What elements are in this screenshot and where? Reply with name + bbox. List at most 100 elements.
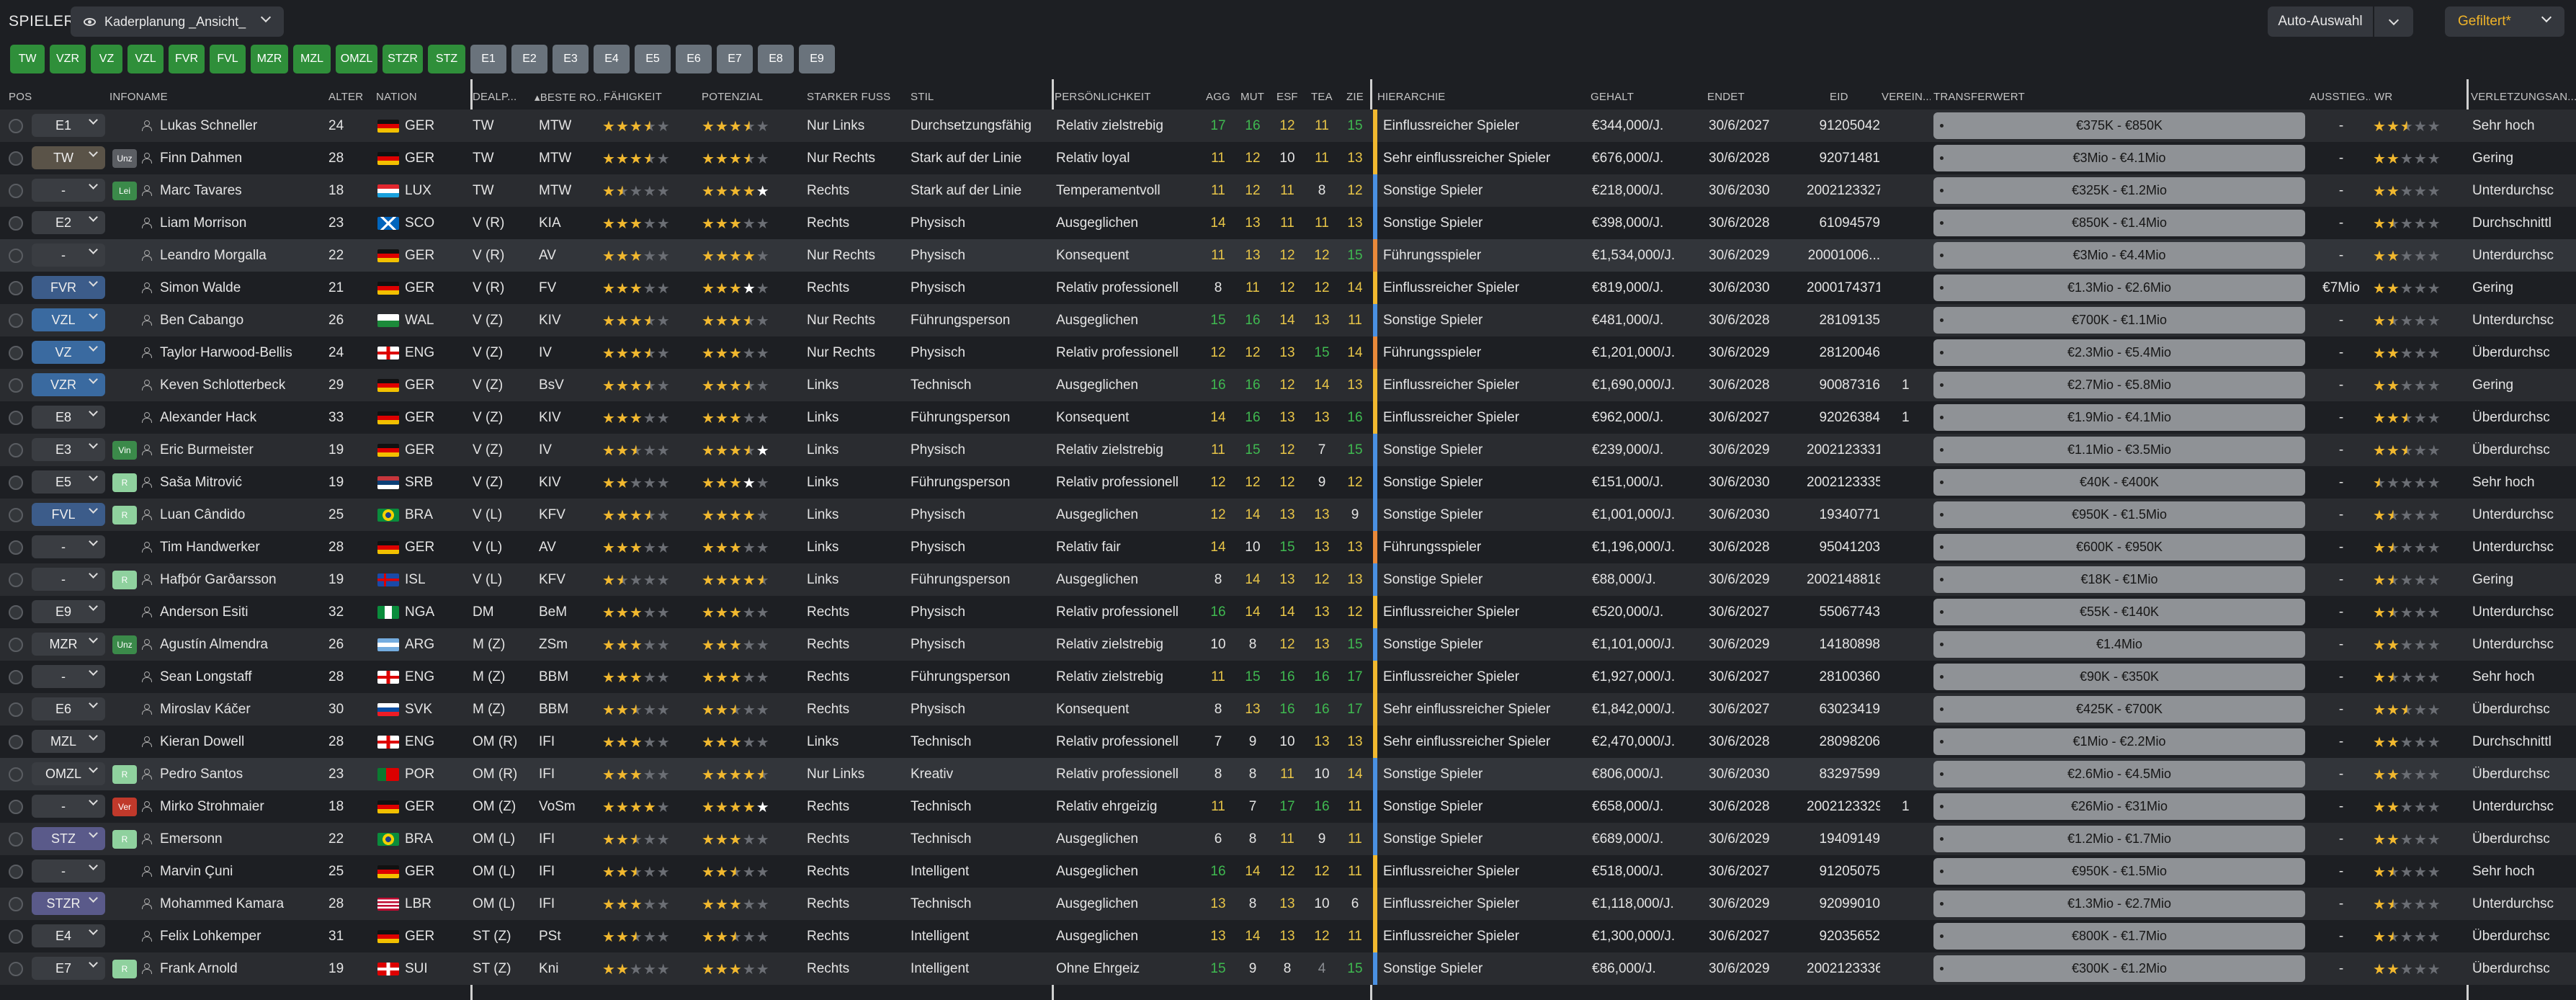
player-name[interactable]: Hafþór Garðarsson (160, 572, 277, 587)
table-row[interactable]: MZL Kieran Dowell 28 ENG OM (R) IFI ★★★★★ ★★★★★… (0, 726, 2576, 758)
row-select-radio[interactable] (9, 216, 23, 231)
row-select-radio[interactable] (9, 735, 23, 749)
table-row[interactable]: FVR Simon Walde 21 GER V (R) FV ★★★★★ ★★★★★ Rech… (0, 272, 2576, 304)
player-nation[interactable]: BRA (405, 507, 434, 522)
table-row[interactable]: FVL R Luan Cândido 25 BRA V (L) KFV ★★★★★ ★★★★★ L… (0, 499, 2576, 531)
player-nation[interactable]: ISL (405, 572, 426, 587)
player-name[interactable]: Simon Walde (160, 280, 241, 295)
position-select[interactable]: TW (32, 146, 105, 169)
position-select[interactable]: STZ (32, 827, 105, 850)
player-name[interactable]: Kieran Dowell (160, 734, 245, 749)
position-select[interactable]: E1 (32, 114, 105, 137)
table-row[interactable]: - Sean Longstaff 28 ENG M (Z) BBM ★★★★★ ★★★★★ Re… (0, 661, 2576, 693)
table-row[interactable]: - Ver Mirko Strohmaier 18 GER OM (Z) VoSm ★★★★★… (0, 790, 2576, 823)
row-select-radio[interactable] (9, 346, 23, 360)
table-row[interactable]: TW Unz Finn Dahmen 28 GER TW MTW ★★★★★ ★★★★★ Nur … (0, 142, 2576, 174)
position-select[interactable]: - (32, 568, 105, 591)
chip-stzr[interactable]: STZR (383, 45, 423, 73)
col-infoname[interactable]: INFONAME (109, 91, 168, 103)
player-nation[interactable]: LUX (405, 183, 431, 198)
player-name[interactable]: Felix Lohkemper (160, 929, 261, 944)
col-nation[interactable]: NATION (376, 91, 417, 103)
position-select[interactable]: FVL (32, 503, 105, 526)
position-select[interactable]: E4 (32, 924, 105, 947)
player-nation[interactable]: SUI (405, 961, 428, 976)
col-ausstieg[interactable]: AUSSTIEG... (2309, 91, 2370, 103)
col-hierarchie[interactable]: HIERARCHIE (1377, 91, 1446, 103)
row-select-radio[interactable] (9, 443, 23, 457)
table-row[interactable]: STZ R Emersonn 22 BRA OM (L) IFI ★★★★★ ★★★★★ Rech… (0, 823, 2576, 855)
player-nation[interactable]: ENG (405, 345, 435, 360)
position-select[interactable]: - (32, 179, 105, 202)
chip-tw[interactable]: TW (10, 45, 45, 73)
player-nation[interactable]: LBR (405, 896, 431, 911)
player-nation[interactable]: GER (405, 378, 435, 393)
position-select[interactable]: MZR (32, 633, 105, 656)
table-row[interactable]: E3 Vin Eric Burmeister 19 GER V (Z) IV ★★★★★ ★★★… (0, 434, 2576, 466)
table-row[interactable]: E1 Lukas Schneller 24 GER TW MTW ★★★★★ ★★★★★ Nur… (0, 110, 2576, 142)
row-select-radio[interactable] (9, 573, 23, 587)
position-select[interactable]: E7 (32, 957, 105, 980)
table-row[interactable]: VZ Taylor Harwood-Bellis 24 ENG V (Z) IV ★★★★★… (0, 336, 2576, 369)
col-potenzial[interactable]: POTENZIAL (702, 91, 764, 103)
row-select-radio[interactable] (9, 800, 23, 814)
player-nation[interactable]: NGA (405, 604, 435, 620)
chip-fvl[interactable]: FVL (210, 45, 246, 73)
table-row[interactable]: VZL Ben Cabango 26 WAL V (Z) KIV ★★★★★ ★★★★★ Nur… (0, 304, 2576, 336)
col-gehalt[interactable]: GEHALT (1591, 91, 1634, 103)
row-select-radio[interactable] (9, 832, 23, 847)
position-select[interactable]: - (32, 860, 105, 883)
player-nation[interactable]: GER (405, 118, 435, 133)
player-name[interactable]: Luan Cândido (160, 507, 246, 522)
player-nation[interactable]: SVK (405, 702, 433, 717)
auto-select-button[interactable]: Auto-Auswahl (2268, 6, 2373, 37)
col-verletzung[interactable]: VERLETZUNGSAN... (2471, 91, 2576, 103)
player-name[interactable]: Emersonn (160, 831, 223, 847)
table-row[interactable]: E9 Anderson Esiti 32 NGA DM BeM ★★★★★ ★★★★★ Rech… (0, 596, 2576, 628)
position-select[interactable]: - (32, 665, 105, 688)
row-select-radio[interactable] (9, 865, 23, 879)
col-endet[interactable]: ENDET (1707, 91, 1745, 103)
col-starker-fuss[interactable]: STARKER FUSS (807, 91, 891, 103)
auto-select-dropdown[interactable] (2374, 6, 2413, 37)
player-name[interactable]: Lukas Schneller (160, 118, 258, 133)
player-name[interactable]: Liam Morrison (160, 215, 247, 231)
row-select-radio[interactable] (9, 378, 23, 393)
player-name[interactable]: Pedro Santos (160, 767, 243, 782)
chip-mzl[interactable]: MZL (293, 45, 331, 73)
table-row[interactable]: - Tim Handwerker 28 GER V (L) AV ★★★★★ ★★★★★ Lin… (0, 531, 2576, 563)
table-row[interactable]: E6 Miroslav Káčer 30 SVK M (Z) BBM ★★★★★ ★★★★★ R… (0, 693, 2576, 726)
player-nation[interactable]: GER (405, 442, 435, 457)
player-nation[interactable]: ENG (405, 669, 435, 684)
chip-e3[interactable]: E3 (553, 45, 589, 73)
position-select[interactable]: VZL (32, 308, 105, 331)
player-name[interactable]: Eric Burmeister (160, 442, 254, 457)
table-row[interactable]: - Lei Marc Tavares 18 LUX TW MTW ★★★★★ ★★★★★ Rech… (0, 174, 2576, 207)
position-select[interactable]: OMZL (32, 762, 105, 785)
player-nation[interactable]: GER (405, 864, 435, 879)
row-select-radio[interactable] (9, 929, 23, 944)
row-select-radio[interactable] (9, 249, 23, 263)
row-select-radio[interactable] (9, 184, 23, 198)
col-mut[interactable]: MUT (1240, 91, 1265, 103)
player-name[interactable]: Marc Tavares (160, 183, 242, 198)
player-name[interactable]: Mohammed Kamara (160, 896, 285, 911)
player-nation[interactable]: ENG (405, 734, 435, 749)
col-dealp[interactable]: DEALP... (473, 91, 517, 103)
row-select-radio[interactable] (9, 151, 23, 166)
row-select-radio[interactable] (9, 638, 23, 652)
chip-vzl[interactable]: VZL (128, 45, 164, 73)
table-row[interactable]: E5 R Saša Mitrović 19 SRB V (Z) KIV ★★★★★ ★★★★★ L… (0, 466, 2576, 499)
player-name[interactable]: Marvin Çuni (160, 864, 233, 879)
table-row[interactable]: - Marvin Çuni 25 GER OM (L) IFI ★★★★★ ★★★★★ Rech… (0, 855, 2576, 888)
chip-e2[interactable]: E2 (511, 45, 547, 73)
player-nation[interactable]: SCO (405, 215, 435, 231)
chip-omzl[interactable]: OMZL (336, 45, 377, 73)
player-nation[interactable]: GER (405, 929, 435, 944)
col-agg[interactable]: AGG (1206, 91, 1230, 103)
chip-vzr[interactable]: VZR (50, 45, 86, 73)
row-select-radio[interactable] (9, 605, 23, 620)
player-name[interactable]: Mirko Strohmaier (160, 799, 264, 814)
filter-button[interactable]: Gefiltert* (2445, 6, 2564, 37)
col-beste-rolle[interactable]: ▴BESTE RO... (535, 91, 601, 104)
